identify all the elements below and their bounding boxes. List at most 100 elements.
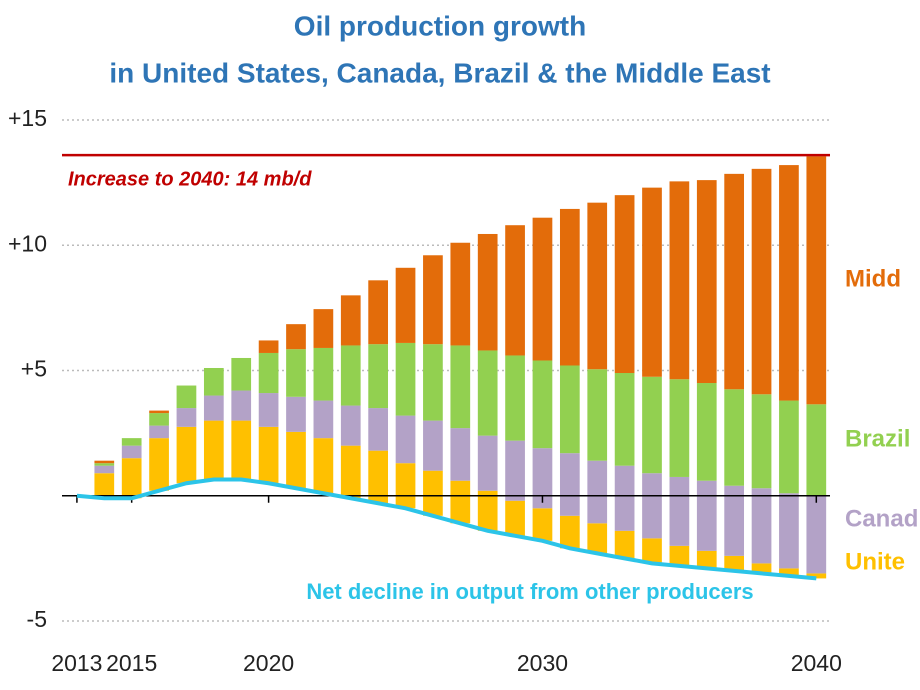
bar (149, 413, 169, 426)
annotation: Net decline in output from other produce… (306, 579, 753, 604)
x-tick-label: 2030 (517, 650, 568, 676)
bar (395, 342, 416, 416)
y-tick-label: +15 (8, 105, 47, 131)
bar (423, 470, 443, 516)
bar (559, 515, 580, 549)
bar (724, 173, 745, 390)
bar (505, 440, 525, 501)
bar (559, 208, 580, 366)
bar (423, 344, 443, 421)
bar (614, 465, 635, 531)
bar (642, 473, 662, 539)
bar (724, 389, 745, 486)
bar (806, 495, 827, 574)
bar (423, 255, 443, 345)
bar (423, 420, 443, 471)
bar (587, 523, 608, 554)
bar (477, 435, 498, 491)
bar (368, 408, 389, 451)
bar (724, 485, 745, 556)
bar (450, 480, 471, 524)
bar (176, 385, 197, 409)
bar (696, 550, 717, 569)
bar (669, 476, 690, 546)
bar (313, 347, 334, 401)
bar (696, 480, 717, 551)
bar (258, 393, 279, 427)
bar (340, 345, 361, 406)
y-tick-label: +10 (8, 230, 47, 256)
bar (94, 463, 115, 466)
bar (368, 450, 389, 504)
bar (505, 225, 525, 356)
bar (751, 488, 772, 564)
bar (149, 438, 169, 491)
bar (258, 352, 279, 394)
bar (368, 280, 389, 345)
bar (450, 428, 471, 481)
bar (477, 350, 498, 436)
bar (340, 445, 361, 499)
bar (505, 500, 525, 536)
bar (313, 309, 334, 348)
bar (258, 340, 279, 353)
legend-label: Unite (845, 548, 905, 575)
bar (94, 465, 115, 474)
bar (176, 426, 197, 484)
x-tick-label: 2013 (51, 650, 102, 676)
bar (696, 383, 717, 481)
bar (149, 425, 169, 439)
bar (94, 460, 115, 464)
legend-label: Midd (845, 265, 901, 292)
bar (751, 394, 772, 489)
bar (395, 463, 416, 509)
bar (642, 187, 662, 377)
bar (286, 431, 306, 489)
bar (313, 438, 334, 494)
bar (614, 195, 635, 374)
bar (642, 538, 662, 564)
y-tick-label: +5 (21, 356, 47, 382)
bar (587, 369, 608, 461)
bar (203, 420, 224, 480)
bar (559, 453, 580, 516)
bar (231, 390, 252, 421)
chart-title: in United States, Canada, Brazil & the M… (109, 57, 770, 88)
bar (286, 396, 306, 432)
legend-label: Brazil (845, 425, 910, 452)
bar (532, 448, 553, 509)
bar (450, 345, 471, 429)
bar (258, 426, 279, 484)
bar (94, 473, 115, 499)
bar (806, 573, 827, 579)
line (76, 477, 817, 581)
bar (532, 217, 553, 361)
bar (614, 373, 635, 466)
bar (532, 508, 553, 541)
bar (395, 267, 416, 343)
bar (395, 415, 416, 464)
bar (806, 156, 827, 405)
bar (203, 367, 224, 396)
bar (286, 349, 306, 397)
bar (149, 410, 169, 414)
bar (340, 295, 361, 346)
x-tick-label: 2040 (791, 650, 842, 676)
bar (642, 376, 662, 474)
bar (751, 168, 772, 395)
bar (587, 202, 608, 370)
x-tick-label: 2020 (243, 650, 294, 676)
bar (532, 360, 553, 449)
bar (231, 420, 252, 480)
bar (751, 563, 772, 574)
bar (176, 408, 197, 427)
chart-title: Oil production growth (294, 10, 586, 41)
bar (121, 445, 142, 459)
bar (696, 180, 717, 384)
y-tick-label: -5 (27, 606, 47, 632)
bar (559, 365, 580, 454)
bar (505, 355, 525, 441)
bar (724, 555, 745, 571)
bar (313, 400, 334, 439)
bar (806, 404, 827, 496)
